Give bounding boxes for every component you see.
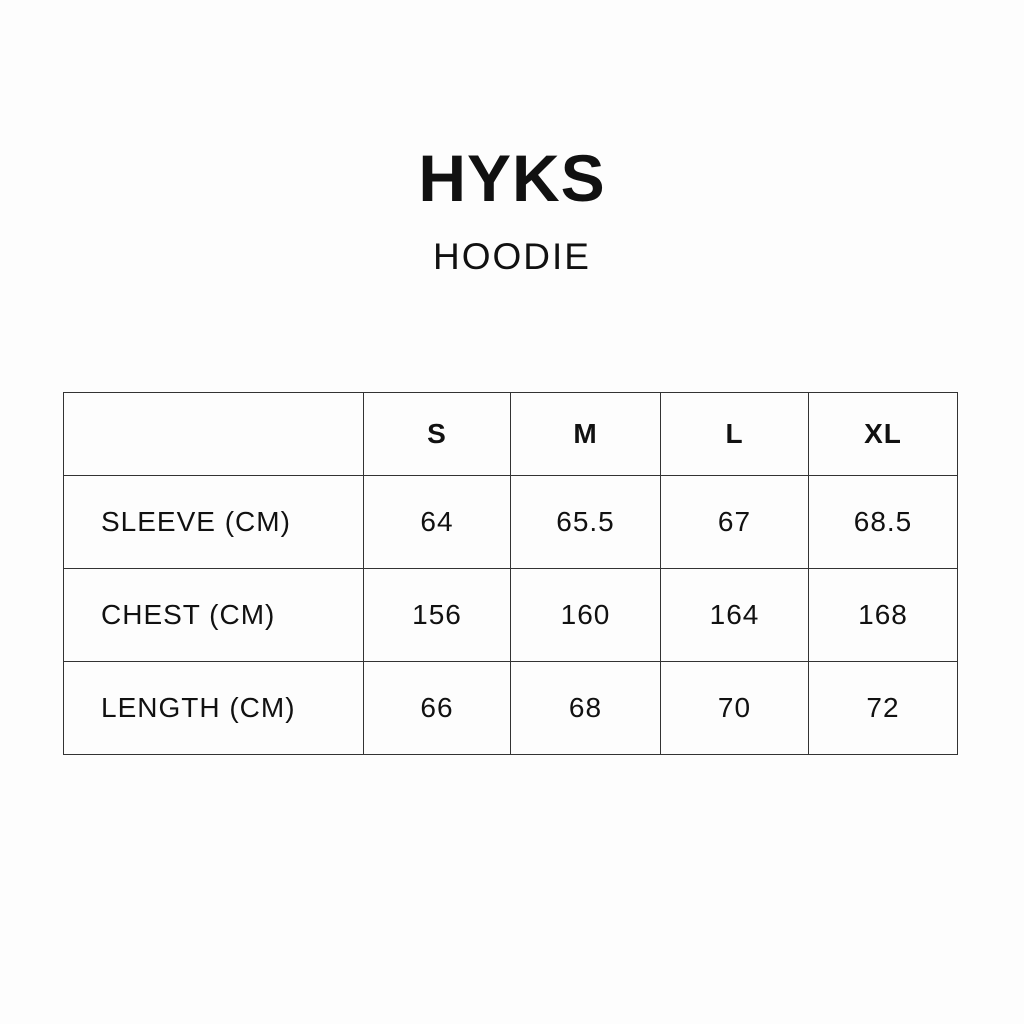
product-name: HOODIE <box>433 236 591 277</box>
row-label: LENGTH (CM) <box>63 661 364 755</box>
header-cell: XL <box>808 392 958 476</box>
cell: 67 <box>660 475 809 569</box>
size-chart-table: S M L XL SLEEVE (CM) 64 65.5 67 68.5 CHE… <box>63 392 958 755</box>
cell: 68.5 <box>808 475 958 569</box>
brand-title: HYKS <box>418 141 606 215</box>
cell: 72 <box>808 661 958 755</box>
cell: 164 <box>660 568 809 662</box>
cell: 64 <box>363 475 511 569</box>
header-row: S M L XL <box>63 392 958 476</box>
cell: 66 <box>363 661 511 755</box>
header-cell <box>63 392 364 476</box>
header-cell: M <box>510 392 661 476</box>
table-row: SLEEVE (CM) 64 65.5 67 68.5 <box>63 475 958 569</box>
table-row: CHEST (CM) 156 160 164 168 <box>63 568 958 662</box>
header-cell: L <box>660 392 809 476</box>
row-label: SLEEVE (CM) <box>63 475 364 569</box>
cell: 168 <box>808 568 958 662</box>
cell: 68 <box>510 661 661 755</box>
cell: 156 <box>363 568 511 662</box>
cell: 160 <box>510 568 661 662</box>
header-cell: S <box>363 392 511 476</box>
cell: 65.5 <box>510 475 661 569</box>
row-label: CHEST (CM) <box>63 568 364 662</box>
cell: 70 <box>660 661 809 755</box>
table-row: LENGTH (CM) 66 68 70 72 <box>63 661 958 755</box>
